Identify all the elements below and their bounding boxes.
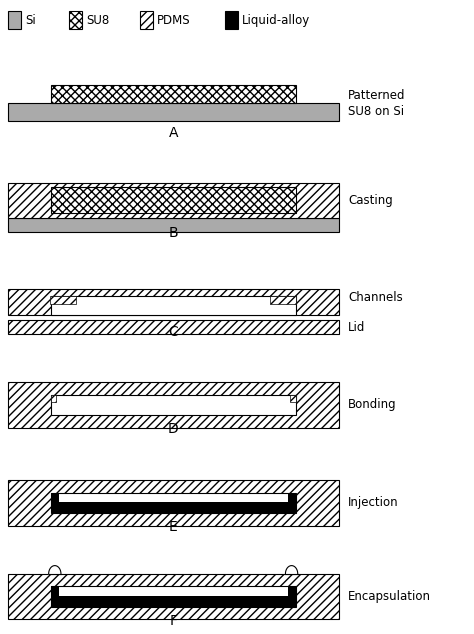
Text: Liquid-alloy: Liquid-alloy (242, 14, 310, 27)
Bar (51, 502, 296, 513)
Text: Bonding: Bonding (348, 398, 397, 411)
Text: Injection: Injection (348, 496, 399, 510)
Bar (69, 11, 82, 29)
Bar (288, 493, 296, 513)
Bar (51, 586, 296, 607)
Bar (51, 493, 296, 513)
Bar (51, 586, 59, 607)
Text: Channels: Channels (348, 292, 403, 304)
Text: Lid: Lid (348, 321, 365, 333)
Bar (8, 480, 338, 526)
Bar (51, 296, 296, 315)
Bar (290, 395, 296, 403)
Bar (51, 86, 296, 103)
Bar (51, 493, 296, 513)
Bar (50, 296, 76, 304)
Bar (8, 183, 338, 217)
Bar (51, 586, 296, 607)
Bar (270, 296, 296, 304)
Polygon shape (49, 566, 61, 574)
Bar (8, 217, 338, 231)
Bar (51, 493, 59, 513)
Bar (51, 395, 296, 415)
Text: F: F (169, 614, 177, 628)
Text: SU8: SU8 (86, 14, 109, 27)
Bar (225, 11, 238, 29)
Text: D: D (168, 422, 179, 436)
Bar (288, 586, 296, 607)
Bar (51, 596, 296, 607)
Bar (51, 187, 296, 213)
Text: A: A (168, 126, 178, 140)
Text: Encapsulation: Encapsulation (348, 590, 431, 603)
Text: C: C (168, 325, 178, 339)
Text: B: B (168, 226, 178, 240)
Polygon shape (285, 566, 298, 574)
Bar (140, 11, 154, 29)
Text: PDMS: PDMS (157, 14, 191, 27)
Bar (8, 103, 338, 121)
Text: E: E (169, 520, 178, 534)
Text: Si: Si (25, 14, 36, 27)
Bar (8, 11, 21, 29)
Bar (8, 320, 338, 334)
Bar (51, 395, 56, 403)
Bar (8, 288, 338, 315)
Bar (8, 382, 338, 428)
Text: Patterned
SU8 on Si: Patterned SU8 on Si (348, 89, 406, 118)
Bar (8, 574, 338, 619)
Text: Casting: Casting (348, 194, 393, 207)
